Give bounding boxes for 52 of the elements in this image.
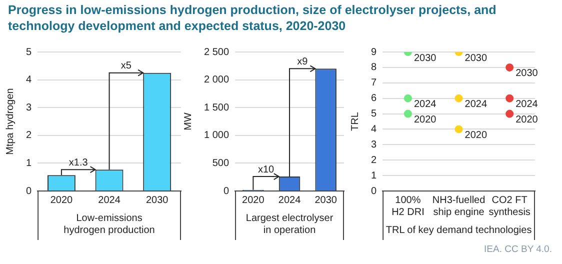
y-tick-label: 5 xyxy=(26,46,32,58)
y-tick-label: 2 500 xyxy=(204,46,230,58)
series-label: 2030 xyxy=(464,52,488,64)
x-tick-label: 2020 xyxy=(50,194,74,206)
y-tick-label: 1 xyxy=(26,158,32,169)
y-tick-label: 2 000 xyxy=(204,74,230,86)
y-tick-label: 8 xyxy=(371,62,377,74)
y-tick-label: 0 xyxy=(26,186,32,197)
x-tick-label: NH3-fuelled ship engine xyxy=(432,194,486,218)
y-tick-label: 4 xyxy=(26,74,32,86)
category-label: 2020 xyxy=(516,114,538,126)
x-tick-label: 100% H2 DRI xyxy=(392,194,424,218)
series-label: 2024 xyxy=(464,99,488,110)
y-axis-title: Mtpa hydrogen xyxy=(4,88,16,155)
y-tick-label: 4 xyxy=(371,124,377,135)
series-label: 2020 xyxy=(464,130,488,141)
annotation: x10 xyxy=(258,164,275,176)
text: 2020 xyxy=(414,114,436,126)
x-axis-title: TRL of key demand technologies xyxy=(386,224,532,236)
y-tick-label: 0 xyxy=(371,186,377,197)
text: Progress in low-emissions hydrogen production, size of electrolyser projects, and technology development and expected status, 2020-2030 xyxy=(8,2,498,34)
x-tick-label: 2024 xyxy=(98,194,121,206)
annotation: x5 xyxy=(120,60,132,72)
y-tick-label: 9 xyxy=(371,46,377,58)
x-tick-label: 2030 xyxy=(146,194,169,206)
x-axis-title: Low-emissions hydrogen production xyxy=(64,212,155,236)
annotation: x9 xyxy=(297,56,308,68)
y-tick-label: 2 xyxy=(26,130,32,142)
y-tick-label: 500 xyxy=(212,158,230,169)
y-tick-label: 7 xyxy=(371,78,377,89)
x-axis-title: Largest electrolyser in operation xyxy=(246,212,334,236)
category-label: 2024 xyxy=(516,99,538,110)
y-tick-label: 3 xyxy=(371,139,377,150)
text: 2030 xyxy=(414,52,436,64)
annotation: x1.3 xyxy=(68,157,88,168)
text: 2024 xyxy=(414,99,436,110)
y-tick-label: 5 xyxy=(371,108,377,120)
text: IEA. CC BY 4.0. xyxy=(484,244,552,255)
x-tick-label: 2020 xyxy=(242,194,265,206)
x-tick-label: CO2 FT synthesis xyxy=(488,194,530,218)
category-label: 2030 xyxy=(516,68,538,80)
y-tick-label: 1 000 xyxy=(204,130,230,142)
y-axis-title: MW xyxy=(182,112,194,130)
x-tick-label: 2024 xyxy=(278,194,302,206)
y-tick-label: 1 xyxy=(371,170,377,182)
y-axis-title: TRL xyxy=(350,112,361,131)
y-tick-label: 6 xyxy=(371,93,377,104)
y-tick-label: 2 xyxy=(371,154,377,166)
y-tick-label: 0 xyxy=(223,186,230,197)
y-tick-label: 3 xyxy=(26,102,32,114)
y-tick-label: 1 500 xyxy=(204,102,230,114)
x-tick-label: 2030 xyxy=(314,194,338,206)
